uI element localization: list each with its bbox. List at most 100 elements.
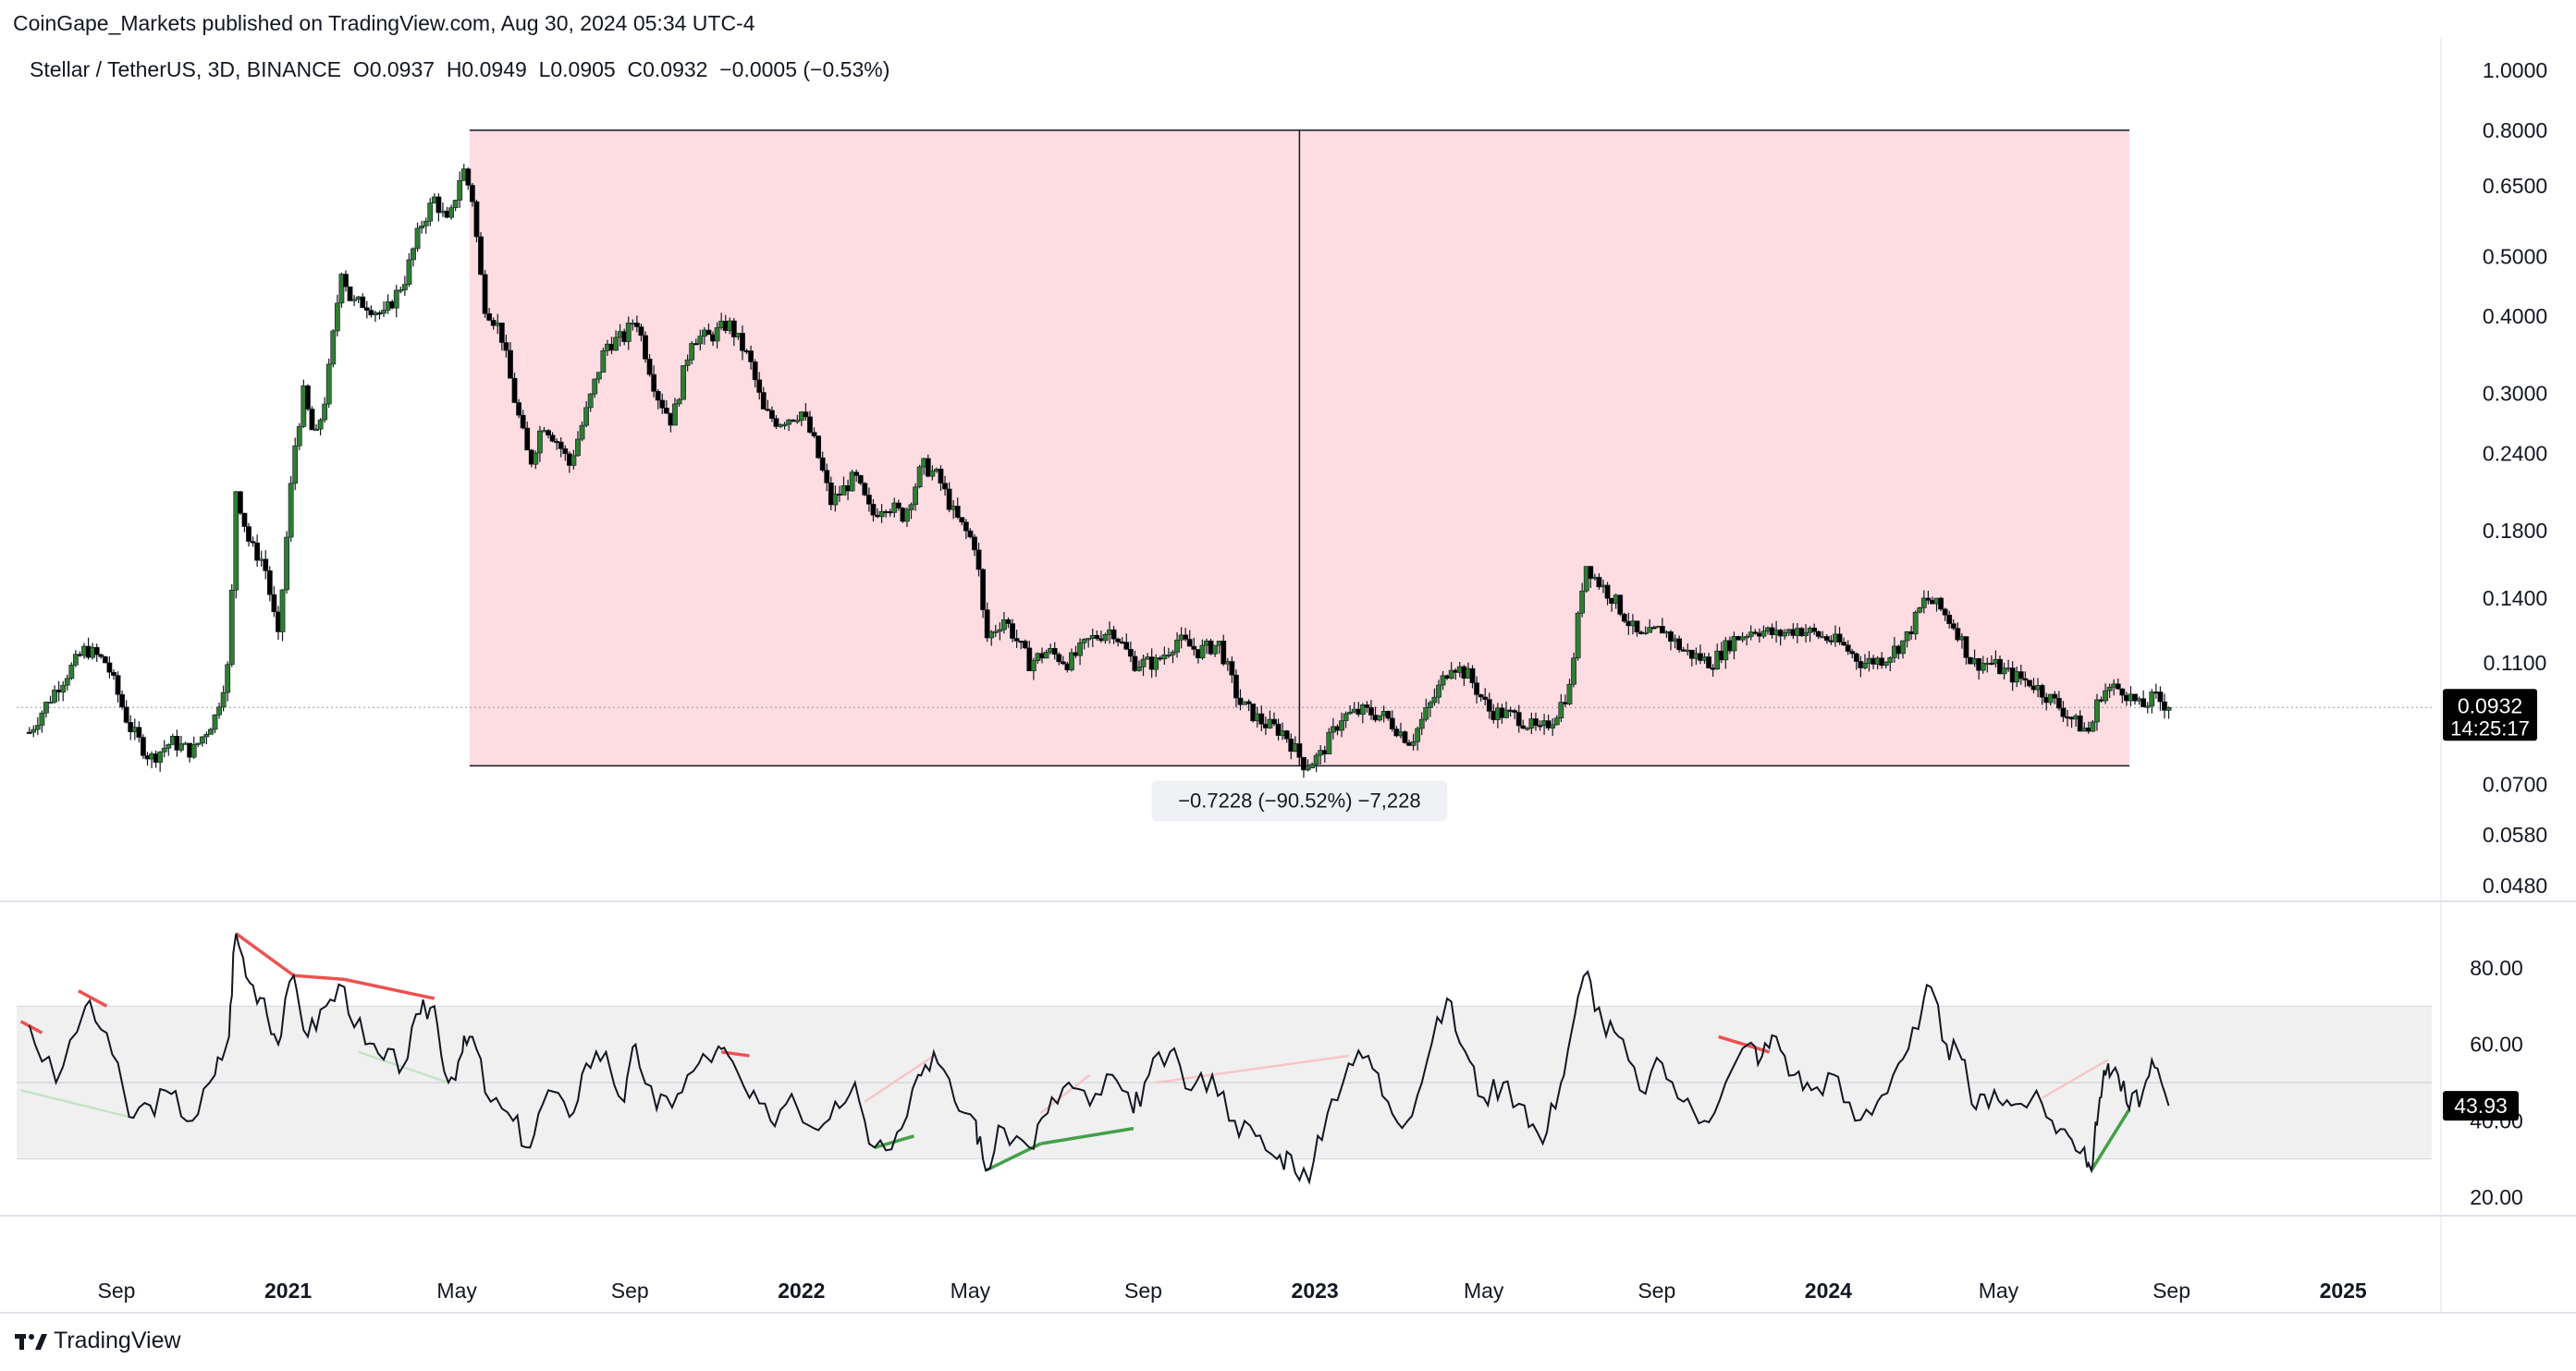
bear-divergence-line [78, 989, 108, 1008]
candle [1364, 704, 1370, 708]
candle [1301, 756, 1306, 771]
candle [1377, 715, 1382, 721]
price-axis-tick: 1.0000 [2483, 58, 2547, 82]
candle [1879, 657, 1885, 667]
candle [1056, 654, 1062, 663]
candle [508, 349, 513, 379]
candle [1650, 627, 1657, 630]
last-price-tag [2443, 689, 2537, 741]
candle [427, 202, 434, 222]
candle [1668, 631, 1674, 643]
candle [1410, 741, 1417, 746]
candle [414, 227, 421, 250]
candle [1617, 594, 1624, 615]
candle [765, 409, 771, 411]
candle [1110, 629, 1117, 640]
candle [363, 307, 370, 311]
candle [676, 398, 682, 405]
candle [1474, 682, 1479, 695]
candle [1904, 630, 1910, 642]
candle [343, 274, 349, 288]
candle [1553, 717, 1560, 726]
candle [1343, 713, 1349, 721]
candle [1010, 623, 1015, 639]
candle [870, 504, 877, 516]
rsi-axis-tick: 60.00 [2470, 1033, 2523, 1057]
candle [2103, 690, 2108, 702]
candle [1030, 660, 1037, 672]
candle [406, 259, 412, 285]
candle [1245, 701, 1252, 704]
candle [322, 403, 328, 421]
price-axis-tick: 0.2400 [2483, 442, 2547, 466]
candle [1250, 704, 1257, 722]
candle [2060, 707, 2067, 717]
tradingview-brand[interactable]: TradingView [15, 1328, 181, 1354]
candle [1102, 634, 1109, 642]
candle [816, 435, 822, 459]
candle [2119, 688, 2126, 696]
publisher-line: CoinGape_Markets published on TradingVie… [13, 11, 755, 35]
candle [1305, 767, 1311, 771]
time-axis-tick: 2021 [264, 1279, 312, 1303]
candle [478, 236, 484, 275]
candle [271, 594, 277, 613]
candle [72, 654, 79, 666]
candle [1296, 743, 1303, 758]
candle [929, 471, 936, 477]
candle [1815, 630, 1822, 637]
time-axis-tick: May [436, 1279, 477, 1303]
candle [448, 207, 454, 218]
candle [228, 589, 235, 666]
price-axis-tick: 0.1100 [2484, 651, 2547, 675]
candle [1596, 577, 1602, 588]
candle [1186, 639, 1193, 647]
candle [1448, 669, 1454, 679]
candle [1520, 725, 1527, 729]
candle [857, 475, 864, 484]
candle [1136, 667, 1142, 671]
bear-divergence-line [293, 973, 345, 982]
candle [1659, 626, 1665, 634]
candle [643, 335, 648, 360]
candle [411, 248, 416, 261]
candle [325, 363, 332, 405]
candle [646, 359, 653, 375]
candle [435, 196, 442, 214]
candle [865, 495, 872, 505]
candle [600, 349, 607, 373]
candle [2090, 721, 2096, 732]
candle [1221, 641, 1227, 665]
candle [2027, 679, 2032, 687]
candle [1043, 652, 1049, 659]
candle [141, 737, 146, 756]
candle [1051, 648, 1058, 655]
candle [908, 504, 914, 510]
time-axis-tick: May [951, 1279, 991, 1303]
candle [1980, 663, 1986, 671]
candle [1385, 711, 1392, 719]
candle [241, 512, 248, 527]
candle [52, 689, 57, 703]
candle [2052, 693, 2058, 699]
candle [1212, 644, 1219, 655]
candle [1533, 718, 1539, 726]
candle [659, 399, 666, 409]
candle [1942, 608, 1948, 616]
candle [972, 536, 977, 551]
candle [1575, 612, 1581, 659]
candle [292, 445, 299, 484]
candle [157, 751, 164, 763]
candle [1026, 647, 1033, 672]
candle [401, 284, 408, 290]
candle [681, 365, 686, 400]
candle [115, 675, 121, 695]
candle [68, 664, 75, 679]
candle [1798, 628, 1805, 637]
candle [161, 748, 167, 753]
bear-divergence-line [2041, 1059, 2109, 1099]
candle [705, 329, 712, 336]
candle [2141, 698, 2147, 708]
candle [212, 714, 218, 730]
